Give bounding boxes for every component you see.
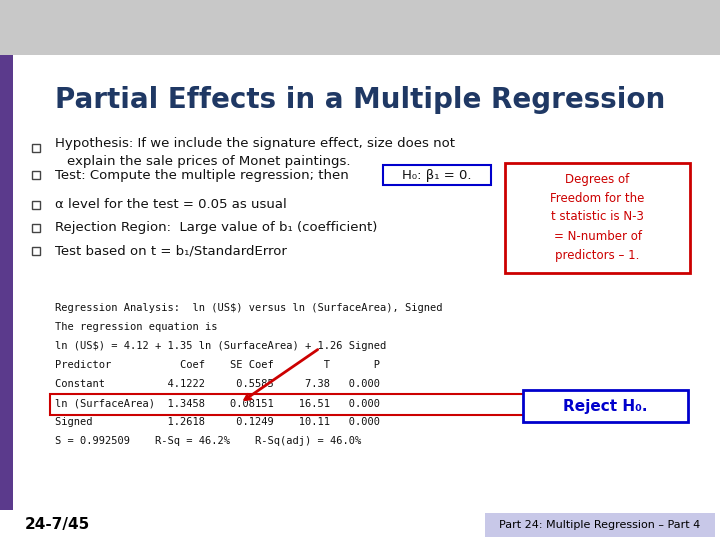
Text: Part 24: Multiple Regression – Part 4: Part 24: Multiple Regression – Part 4 — [500, 520, 701, 530]
Text: explain the sale prices of Monet paintings.: explain the sale prices of Monet paintin… — [67, 154, 351, 167]
Text: Test based on t = b₁/StandardError: Test based on t = b₁/StandardError — [55, 245, 287, 258]
Bar — [0, 55, 13, 540]
Text: predictors – 1.: predictors – 1. — [555, 248, 639, 261]
Text: Rejection Region:  Large value of b₁ (coefficient): Rejection Region: Large value of b₁ (coe… — [55, 221, 377, 234]
Text: Partial Effects in a Multiple Regression: Partial Effects in a Multiple Regression — [55, 86, 665, 114]
Text: Hypothesis: If we include the signature effect, size does not: Hypothesis: If we include the signature … — [55, 138, 455, 151]
Bar — [505, 163, 690, 273]
Text: H₀: β₁ = 0.: H₀: β₁ = 0. — [402, 168, 472, 181]
Text: Test: Compute the multiple regression; then: Test: Compute the multiple regression; t… — [55, 168, 353, 181]
Text: The regression equation is: The regression equation is — [55, 322, 217, 332]
Text: Regression Analysis:  ln (US$) versus ln (SurfaceArea), Signed: Regression Analysis: ln (US$) versus ln … — [55, 303, 443, 313]
Text: Reject H₀.: Reject H₀. — [563, 399, 648, 414]
Bar — [32, 144, 40, 152]
Text: Constant          4.1222     0.5585     7.38   0.000: Constant 4.1222 0.5585 7.38 0.000 — [55, 379, 380, 389]
Text: t statistic is N-3: t statistic is N-3 — [551, 211, 644, 224]
Bar — [32, 247, 40, 255]
Bar — [50, 394, 540, 415]
Text: 24-7/45: 24-7/45 — [25, 517, 90, 532]
Text: ln (US$) = 4.12 + 1.35 ln (SurfaceArea) + 1.26 Signed: ln (US$) = 4.12 + 1.35 ln (SurfaceArea) … — [55, 341, 386, 351]
Bar — [0, 510, 720, 540]
Bar — [0, 0, 720, 55]
Bar — [32, 171, 40, 179]
Text: Freedom for the: Freedom for the — [550, 192, 644, 205]
Text: = N-number of: = N-number of — [554, 230, 642, 242]
Text: ln (SurfaceArea)  1.3458    0.08151    16.51   0.000: ln (SurfaceArea) 1.3458 0.08151 16.51 0.… — [55, 398, 380, 408]
Bar — [32, 224, 40, 232]
Text: Degrees of: Degrees of — [565, 172, 629, 186]
Bar — [523, 390, 688, 422]
Text: Predictor           Coef    SE Coef        T       P: Predictor Coef SE Coef T P — [55, 360, 380, 370]
Bar — [485, 513, 715, 537]
Text: α level for the test = 0.05 as usual: α level for the test = 0.05 as usual — [55, 199, 287, 212]
Text: S = 0.992509    R-Sq = 46.2%    R-Sq(adj) = 46.0%: S = 0.992509 R-Sq = 46.2% R-Sq(adj) = 46… — [55, 436, 361, 446]
Bar — [383, 165, 491, 185]
Bar — [32, 201, 40, 209]
Text: Signed            1.2618     0.1249    10.11   0.000: Signed 1.2618 0.1249 10.11 0.000 — [55, 417, 380, 427]
